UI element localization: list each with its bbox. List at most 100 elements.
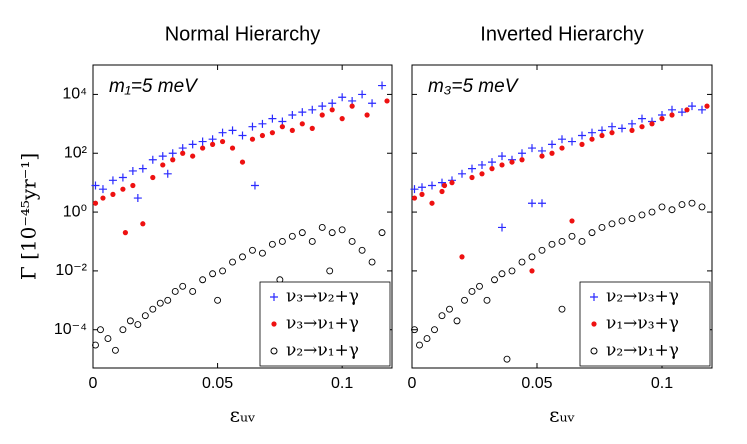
- plus-point: [108, 176, 117, 185]
- plus-point: [418, 183, 426, 192]
- dot-point: [364, 112, 370, 118]
- circle-point: [476, 282, 483, 290]
- circle-point: [126, 317, 134, 325]
- circle-point: [688, 199, 696, 207]
- dot-point: [309, 125, 315, 131]
- circle-point: [588, 229, 596, 237]
- dot-point: [589, 136, 595, 142]
- dot-point: [150, 174, 156, 181]
- circle-point: [179, 282, 187, 290]
- plus-point: [378, 81, 387, 90]
- plus-point: [498, 152, 506, 161]
- plus-point: [338, 93, 347, 102]
- circle-point: [156, 299, 164, 307]
- dot-point: [259, 132, 266, 139]
- plus-point: [148, 155, 157, 164]
- x-tick-label: 0: [89, 375, 98, 392]
- plus-point: [498, 223, 506, 232]
- circle-point: [164, 296, 172, 304]
- plus-point: [328, 99, 337, 108]
- circle-point: [229, 258, 236, 266]
- legend-marker: [270, 293, 278, 301]
- dot-point: [579, 141, 585, 147]
- circle-point: [648, 208, 656, 216]
- circle-point: [461, 296, 468, 304]
- circle-point: [348, 238, 356, 245]
- circle-point: [446, 305, 453, 313]
- x-axis-label: εᵤᵥ: [230, 403, 256, 427]
- dot-point: [684, 107, 690, 113]
- circle-point: [328, 229, 336, 237]
- circle-point: [199, 276, 207, 284]
- plot-frame: [92, 64, 393, 369]
- dot-point: [170, 157, 176, 163]
- plus-point: [168, 149, 177, 158]
- circle-point: [578, 238, 586, 245]
- dot-point: [329, 107, 335, 113]
- circle-point: [416, 341, 423, 349]
- dot-point: [200, 145, 206, 151]
- circle-point: [518, 258, 526, 266]
- circle-point: [698, 203, 706, 211]
- plus-point: [678, 108, 686, 117]
- dot-point: [599, 132, 605, 139]
- circle-point: [423, 335, 431, 343]
- circle-point: [119, 326, 127, 334]
- legend-label: ν₂→ν₃+γ: [606, 287, 679, 307]
- circle-point: [438, 312, 446, 320]
- circle-point: [638, 211, 646, 219]
- plus-point: [98, 185, 107, 194]
- circle-point: [298, 229, 306, 237]
- dot-point: [499, 162, 505, 168]
- plus-point: [250, 181, 259, 190]
- legend-label: ν₂→ν₁+γ: [286, 341, 359, 361]
- circle-point: [528, 253, 536, 261]
- circle-point: [668, 206, 676, 214]
- circle-point: [214, 296, 222, 304]
- y-axis-label: Γ [10⁻⁴⁵yr⁻¹]: [17, 153, 41, 280]
- plus-point: [158, 152, 167, 161]
- circle-point: [268, 240, 276, 248]
- dot-point: [439, 188, 445, 195]
- dot-point: [180, 150, 186, 156]
- circle-point: [568, 232, 576, 240]
- plus-point: [410, 185, 419, 194]
- dot-point: [160, 162, 166, 168]
- dot-point: [629, 127, 635, 133]
- dot-point: [609, 130, 615, 136]
- dot-point: [704, 103, 710, 109]
- circle-point: [141, 312, 149, 320]
- dot-point: [639, 124, 645, 130]
- dot-point: [549, 150, 555, 156]
- plus-point: [198, 137, 207, 146]
- circle-point: [219, 267, 227, 275]
- plus-point: [698, 105, 706, 114]
- dot-point: [92, 200, 99, 206]
- y-tick-label: 10⁻²: [55, 262, 87, 279]
- circle-point: [134, 321, 142, 329]
- plus-point: [128, 166, 137, 175]
- y-tick-label: 10⁰: [63, 203, 87, 220]
- circle-point: [491, 276, 498, 284]
- plot-frame: [411, 64, 713, 369]
- dot-point: [529, 268, 535, 274]
- dot-point: [519, 157, 525, 163]
- legend-marker: [590, 293, 598, 301]
- dot-point: [349, 103, 355, 109]
- plus-point: [428, 181, 436, 190]
- plus-point: [578, 131, 586, 140]
- legend-label: ν₂→ν₁+γ: [606, 341, 679, 361]
- dot-point: [122, 230, 128, 236]
- plus-point: [163, 169, 172, 178]
- circle-point: [483, 296, 491, 304]
- dot-point: [649, 121, 655, 127]
- plus-point: [538, 199, 546, 208]
- dot-point: [130, 182, 136, 189]
- circle-point: [498, 270, 506, 278]
- plus-point: [518, 149, 526, 158]
- plus-point: [468, 164, 476, 173]
- circle-point: [189, 288, 197, 295]
- dot-point: [289, 127, 295, 133]
- dot-point: [140, 221, 146, 227]
